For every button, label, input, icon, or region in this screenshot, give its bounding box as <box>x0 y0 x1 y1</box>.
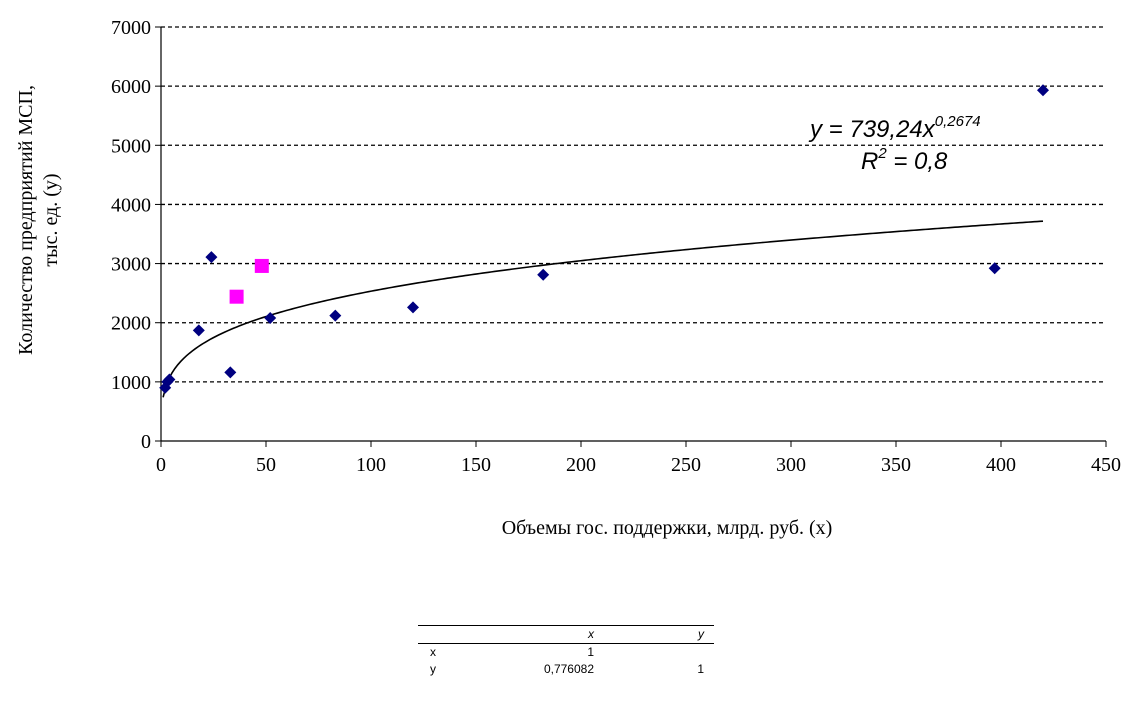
x-tick-label: 350 <box>881 454 911 476</box>
x-tick-label: 100 <box>356 454 386 476</box>
y-tick-label: 0 <box>141 431 151 453</box>
x-axis-title: Объемы гос. поддержки, млрд. руб. (x) <box>502 517 833 539</box>
table-header-cell-y: y <box>698 627 704 641</box>
x-tick-label: 400 <box>986 454 1016 476</box>
table-header-rule <box>418 643 714 644</box>
table-header-row: x y <box>418 626 714 643</box>
x-tick-labels: 0 50 100 150 200 250 300 350 400 450 <box>156 454 1121 476</box>
data-point-square <box>229 289 244 304</box>
trendline-r-squared: R2 = 0,8 <box>861 145 948 175</box>
r-squared-value: = 0,8 <box>887 148 948 175</box>
data-point-diamond <box>224 366 237 379</box>
y-tick-label: 5000 <box>111 135 151 157</box>
x-tick-label: 450 <box>1091 454 1121 476</box>
table-cell: 1 <box>587 645 594 659</box>
data-point-diamond <box>192 324 205 337</box>
y-tick-labels: 0 1000 2000 3000 4000 5000 6000 7000 <box>111 17 151 453</box>
grid-lines <box>161 26 1106 383</box>
y-axis-title: Количество предприятий МСП, тыс. ед. (y) <box>15 85 62 355</box>
trendline-equation-base: y = 739,24x <box>808 116 936 143</box>
table-cell: 0,776082 <box>543 662 594 676</box>
data-point-diamond <box>988 262 1001 275</box>
table-row: x 1 <box>418 644 714 661</box>
data-point-diamond <box>264 311 277 324</box>
table-cell: 1 <box>697 662 704 676</box>
y-tick-label: 2000 <box>111 313 151 335</box>
x-tick-label: 150 <box>461 454 491 476</box>
correlation-table: x y x 1 y 0,776082 1 <box>418 625 714 678</box>
data-point-diamond <box>163 373 176 386</box>
table-header-cell-x: x <box>588 627 594 641</box>
table-row-label: y <box>430 662 436 676</box>
r-squared-exponent: 2 <box>877 145 887 162</box>
trendline <box>162 220 1044 398</box>
data-point-diamond <box>1037 84 1049 97</box>
x-tick-label: 200 <box>566 454 596 476</box>
data-point-square <box>254 258 269 273</box>
table-row-label: x <box>430 645 436 659</box>
trendline-equation-exponent: 0,2674 <box>935 113 981 130</box>
x-tick-label: 300 <box>776 454 806 476</box>
data-point-diamond <box>329 309 342 322</box>
y-tick-label: 1000 <box>111 372 151 394</box>
y-axis-title-line-1: Количество предприятий МСП, <box>15 85 37 355</box>
y-tick-label: 6000 <box>111 76 151 98</box>
data-point-diamond <box>205 251 218 264</box>
data-point-diamond <box>407 301 419 314</box>
x-tick-label: 50 <box>256 454 276 476</box>
x-tick-label: 250 <box>671 454 701 476</box>
x-tick-label: 0 <box>156 454 166 476</box>
y-tick-label: 7000 <box>111 17 151 39</box>
r-squared-base: R <box>861 148 878 175</box>
data-points <box>159 84 1049 394</box>
y-tick-label: 4000 <box>111 194 151 216</box>
axes <box>155 26 1107 447</box>
data-point-diamond <box>537 268 550 281</box>
trendline-equation: y = 739,24x0,2674 <box>808 113 981 143</box>
scatter-chart: 0 1000 2000 3000 4000 5000 6000 7000 0 50 100 150 2… <box>15 17 1121 539</box>
table-top-rule <box>418 625 714 626</box>
y-tick-label: 3000 <box>111 254 151 276</box>
table-row: y 0,776082 1 <box>418 661 714 678</box>
y-axis-title-line-2: тыс. ед. (y) <box>40 173 62 266</box>
trendline-group <box>162 220 1044 398</box>
